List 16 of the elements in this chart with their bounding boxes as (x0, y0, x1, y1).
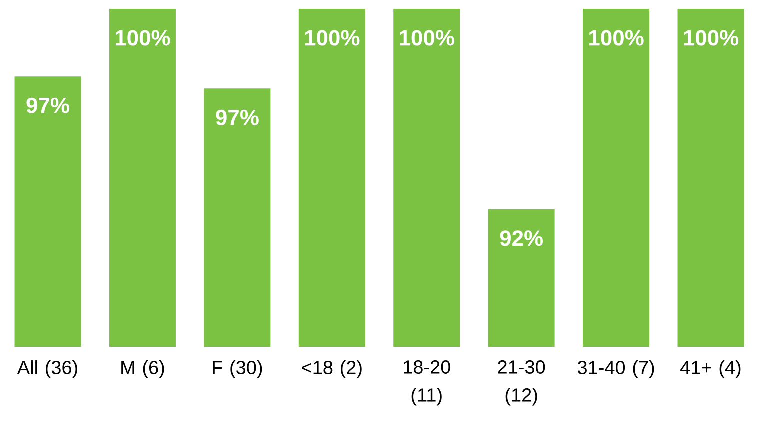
data-label: 100% (305, 30, 360, 46)
x-tick-label: M (6) (122, 360, 164, 378)
data-label: 97% (26, 98, 70, 114)
x-tick-label: 21-30 (12) (498, 360, 546, 406)
data-label: 100% (116, 30, 170, 46)
x-tick-label: All (36) (17, 360, 78, 378)
x-tick-label: 18-20 (11) (404, 360, 450, 406)
x-tick-label: 41+ (4) (680, 360, 741, 378)
data-label: 100% (590, 30, 644, 46)
x-tick-label: 31-40 (7) (578, 360, 654, 378)
data-label: 97% (216, 110, 259, 126)
data-label: 92% (500, 230, 543, 246)
data-label: 100% (684, 30, 739, 46)
data-label: 100% (400, 30, 454, 46)
x-tick-label: F (30) (213, 360, 262, 378)
x-tick-label: <18 (2) (302, 360, 362, 378)
